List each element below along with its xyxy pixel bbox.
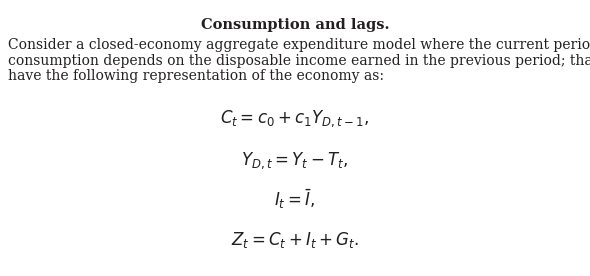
- Text: Consider a closed-economy aggregate expenditure model where the current period’s: Consider a closed-economy aggregate expe…: [8, 38, 590, 52]
- Text: $Y_{D,t} = Y_t - T_t,$: $Y_{D,t} = Y_t - T_t,$: [241, 150, 349, 171]
- Text: Consumption and lags.: Consumption and lags.: [201, 18, 389, 32]
- Text: $I_t = \bar{I},$: $I_t = \bar{I},$: [274, 188, 316, 211]
- Text: $C_t = c_0 + c_1 Y_{D,t-1},$: $C_t = c_0 + c_1 Y_{D,t-1},$: [221, 108, 369, 129]
- Text: $Z_t = C_t + I_t + G_t.$: $Z_t = C_t + I_t + G_t.$: [231, 230, 359, 250]
- Text: have the following representation of the economy as:: have the following representation of the…: [8, 69, 384, 83]
- Text: consumption depends on the disposable income earned in the previous period; that: consumption depends on the disposable in…: [8, 54, 590, 68]
